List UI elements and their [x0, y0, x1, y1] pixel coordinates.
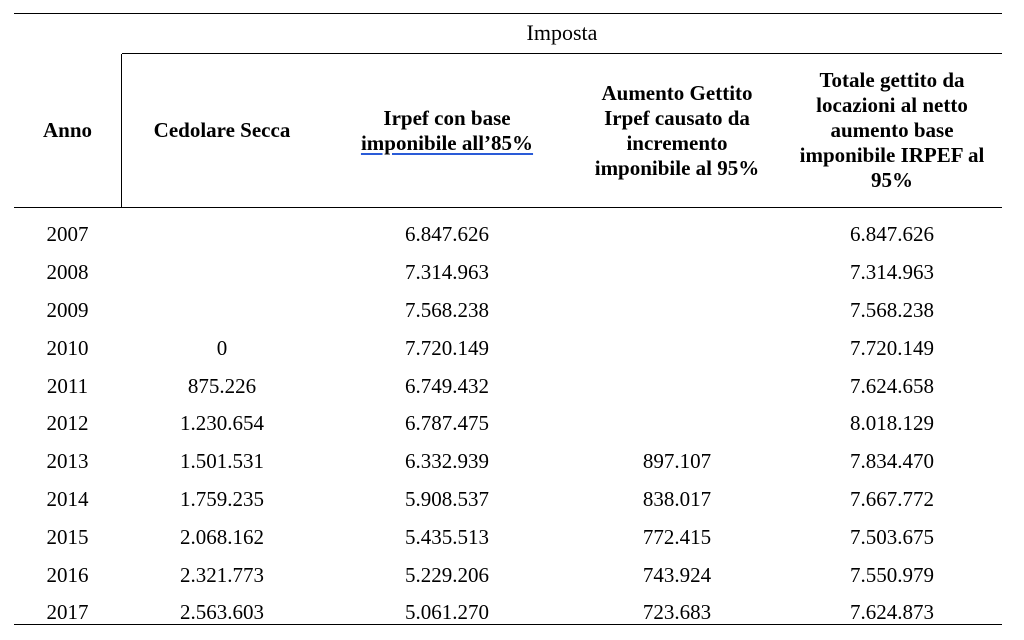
cell-anno: 2011 [46, 373, 89, 398]
cell-aumento [572, 216, 782, 254]
table-bottom-rule [14, 624, 1002, 625]
cell-cedolare: 1.230.654 [180, 411, 264, 436]
cell-anno: 2009 [46, 297, 89, 322]
table-row: 2008 7.314.963 7.314.963 [14, 254, 1002, 292]
column-header-irpef-line2: imponibile all’85% [360, 130, 534, 155]
table-row: 2017 2.563.603 5.061.270 723.683 7.624.873 [14, 594, 1002, 632]
table-row: 2014 1.759.235 5.908.537 838.017 7.667.772 [14, 481, 1002, 519]
table-row: 2015 2.068.162 5.435.513 772.415 7.503.675 [14, 518, 1002, 556]
column-header-totale: Totale gettito da locazioni al netto aum… [782, 54, 1002, 207]
cell-cedolare: 875.226 [187, 373, 257, 398]
column-header-aumento: Aumento Gettito Irpef causato da increme… [572, 54, 782, 207]
cell-aumento: 838.017 [642, 486, 712, 511]
cell-anno: 2010 [46, 335, 89, 360]
cell-anno: 2016 [46, 562, 89, 587]
cell-aumento [572, 254, 782, 292]
cell-irpef: 5.229.206 [405, 562, 489, 587]
cell-irpef: 6.847.626 [405, 222, 489, 247]
cell-cedolare: 2.068.162 [180, 524, 264, 549]
cell-irpef: 6.332.939 [405, 449, 489, 474]
cell-totale: 7.720.149 [850, 335, 934, 360]
cell-anno: 2014 [46, 486, 89, 511]
cell-aumento [572, 292, 782, 330]
column-header-cedolare-label: Cedolare Secca [153, 118, 291, 142]
group-header-rule [122, 53, 1002, 54]
cell-totale: 7.568.238 [850, 297, 934, 322]
cell-totale: 8.018.129 [850, 411, 934, 436]
column-header-irpef-label: Irpef con base imponibile all’85% [361, 106, 533, 156]
cell-irpef: 7.568.238 [405, 297, 489, 322]
cell-totale: 7.550.979 [850, 562, 934, 587]
cell-anno: 2012 [46, 411, 89, 436]
cell-totale: 7.314.963 [850, 260, 934, 285]
cell-irpef: 6.787.475 [405, 411, 489, 436]
cell-anno: 2008 [46, 260, 89, 285]
cell-totale: 7.624.658 [850, 373, 934, 398]
cell-cedolare: 2.563.603 [180, 600, 264, 625]
cell-cedolare [122, 254, 322, 292]
table-row: 2009 7.568.238 7.568.238 [14, 292, 1002, 330]
cell-irpef: 5.061.270 [405, 600, 489, 625]
cell-cedolare [122, 292, 322, 330]
table-row: 2016 2.321.773 5.229.206 743.924 7.550.979 [14, 556, 1002, 594]
anno-column-divider [121, 54, 122, 207]
cell-aumento: 772.415 [642, 524, 712, 549]
column-header-irpef-line1: Irpef con base [383, 105, 511, 130]
cell-totale: 6.847.626 [850, 222, 934, 247]
cell-aumento: 897.107 [642, 449, 712, 474]
table-top-rule [14, 13, 1002, 14]
cell-totale: 7.667.772 [850, 486, 934, 511]
table-row: 2012 1.230.654 6.787.475 8.018.129 [14, 405, 1002, 443]
table-row: 2011 875.226 6.749.432 7.624.658 [14, 367, 1002, 405]
cell-cedolare: 0 [216, 335, 228, 360]
cell-irpef: 5.435.513 [405, 524, 489, 549]
table-row: 2013 1.501.531 6.332.939 897.107 7.834.470 [14, 443, 1002, 481]
cell-anno: 2017 [46, 600, 89, 625]
cell-cedolare: 2.321.773 [180, 562, 264, 587]
column-header-irpef: Irpef con base imponibile all’85% [322, 54, 572, 207]
column-header-totale-label: Totale gettito da locazioni al netto aum… [799, 68, 985, 192]
table-body: 2007 6.847.626 6.847.626 2008 7.314.963 7.314… [14, 216, 1002, 632]
cell-aumento: 743.924 [642, 562, 712, 587]
cell-cedolare: 1.501.531 [180, 449, 264, 474]
column-header-cedolare: Cedolare Secca [122, 54, 322, 207]
cell-irpef: 7.720.149 [405, 335, 489, 360]
cell-irpef: 6.749.432 [405, 373, 489, 398]
cell-cedolare [122, 216, 322, 254]
cell-anno: 2013 [46, 449, 89, 474]
cell-irpef: 7.314.963 [405, 260, 489, 285]
column-header-aumento-label: Aumento Gettito Irpef causato da increme… [594, 80, 760, 180]
cell-totale: 7.624.873 [850, 600, 934, 625]
column-header-anno-label: Anno [42, 118, 93, 142]
cell-aumento [572, 329, 782, 367]
cell-totale: 7.834.470 [850, 449, 934, 474]
header-bottom-rule [14, 207, 1002, 208]
tax-table: Imposta Anno Cedolare Secca Irpef con ba… [14, 13, 1002, 626]
cell-irpef: 5.908.537 [405, 486, 489, 511]
cell-cedolare: 1.759.235 [180, 486, 264, 511]
cell-aumento: 723.683 [642, 600, 712, 625]
cell-aumento [572, 405, 782, 443]
table-row: 2007 6.847.626 6.847.626 [14, 216, 1002, 254]
table-row: 2010 0 7.720.149 7.720.149 [14, 329, 1002, 367]
cell-aumento [572, 367, 782, 405]
cell-totale: 7.503.675 [850, 524, 934, 549]
cell-anno: 2007 [46, 222, 89, 247]
group-header-imposta: Imposta [526, 20, 598, 45]
cell-anno: 2015 [46, 524, 89, 549]
column-header-anno: Anno [14, 54, 121, 207]
